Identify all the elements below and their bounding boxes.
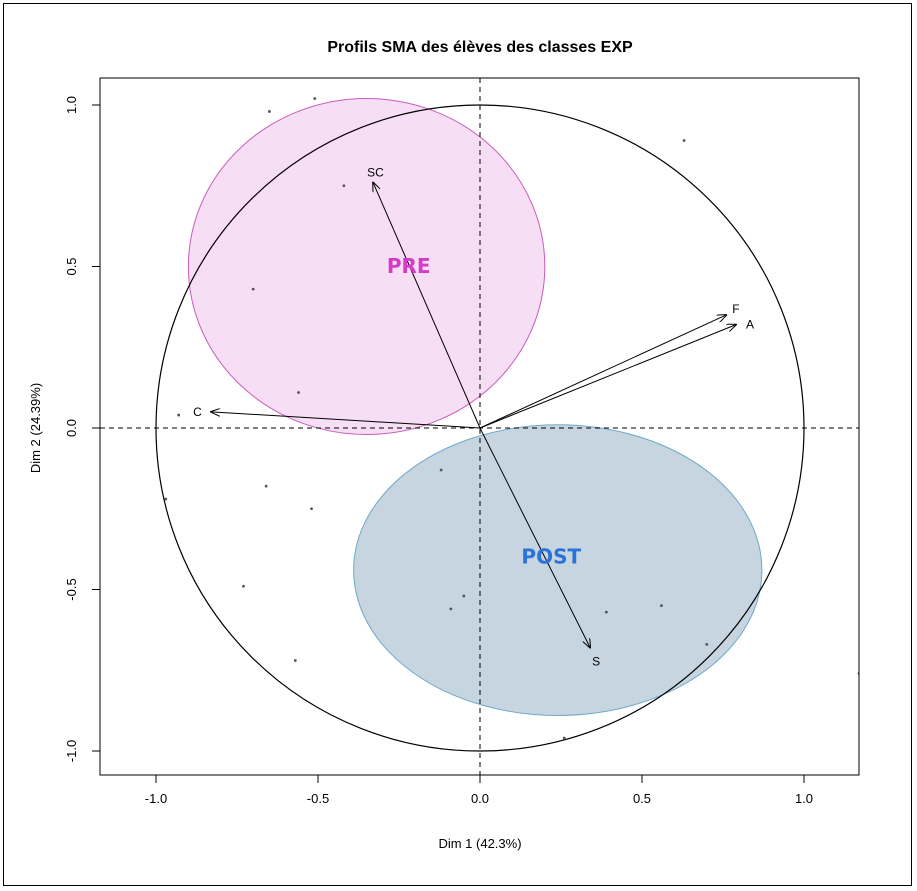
y-tick-label: -1.0 — [64, 740, 79, 762]
y-tick-label: 0.5 — [64, 257, 79, 275]
variable-arrow-s — [479, 427, 590, 648]
individual-point — [660, 604, 663, 608]
individual-point — [164, 497, 168, 501]
x-tick-label: 0.5 — [633, 791, 651, 806]
individual-point — [342, 184, 346, 188]
variable-label-sc: SC — [367, 166, 384, 180]
variable-arrow-c — [211, 412, 481, 429]
individual-point — [562, 736, 566, 740]
group-ellipse-post — [353, 424, 763, 716]
individual-point — [268, 110, 271, 113]
x-tick-label: -0.5 — [307, 791, 329, 806]
individual-point — [462, 594, 466, 598]
individual-point — [264, 484, 268, 488]
individual-point — [251, 287, 255, 291]
y-axis-label: Dim 2 (24.39%) — [28, 383, 43, 473]
individual-point — [439, 468, 443, 472]
variable-arrow-sc — [373, 183, 481, 429]
y-tick-label: 0.0 — [64, 419, 79, 437]
group-ellipse-pre — [187, 98, 546, 435]
x-tick-label: 0.0 — [471, 791, 489, 806]
y-tick-label: -0.5 — [64, 578, 79, 600]
variable-arrow-a — [479, 325, 736, 429]
variable-arrow-f — [479, 315, 726, 429]
individual-point — [449, 607, 453, 611]
individual-point — [313, 97, 317, 100]
individual-point — [242, 584, 245, 588]
variable-label-f: F — [732, 302, 739, 316]
variable-label-s: S — [592, 655, 600, 669]
variable-label-a: A — [746, 318, 754, 332]
individual-point — [297, 391, 300, 394]
individual-point — [705, 643, 709, 646]
x-tick-label: -1.0 — [145, 791, 167, 806]
individual-point — [682, 139, 686, 142]
individual-point — [604, 610, 608, 614]
group-label-pre: PRE — [387, 254, 431, 278]
chart-title: Profils SMA des élèves des classes EXP — [327, 39, 633, 56]
y-tick-label: 1.0 — [64, 96, 79, 114]
individual-point — [177, 413, 181, 417]
individual-point — [293, 659, 297, 662]
group-label-post: POST — [521, 545, 581, 569]
x-tick-label: 1.0 — [795, 791, 813, 806]
x-axis-label: Dim 1 (42.3%) — [438, 836, 521, 851]
variable-label-c: C — [193, 405, 202, 419]
individual-point — [310, 507, 313, 511]
